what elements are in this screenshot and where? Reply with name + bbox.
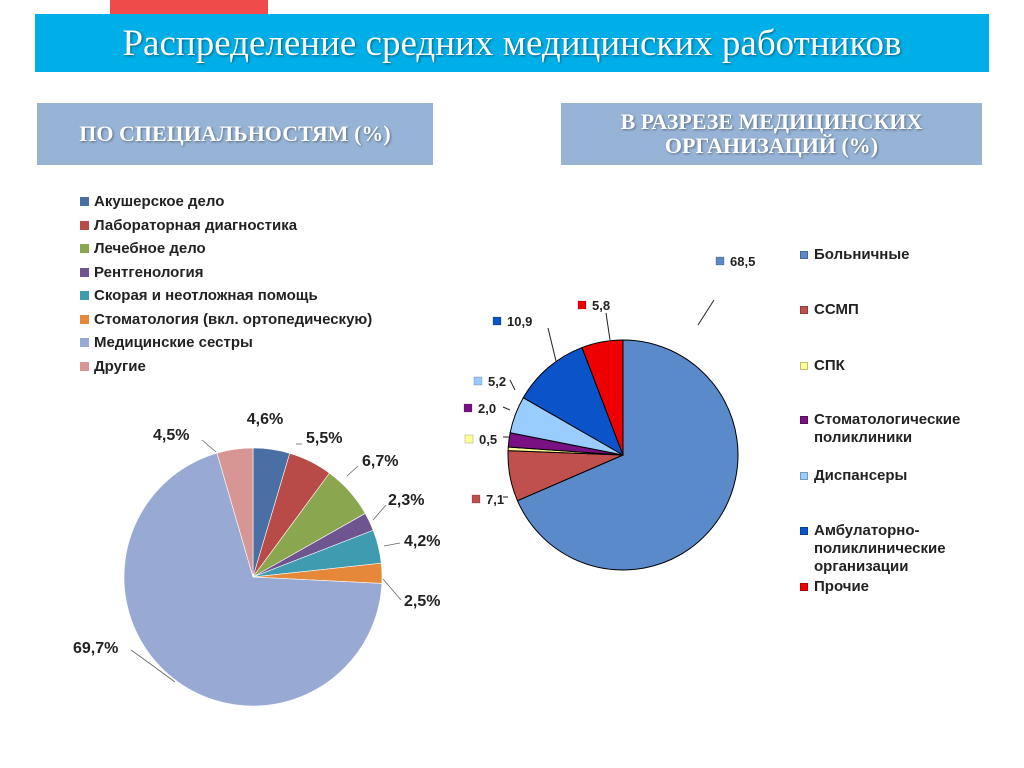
legend-swatch xyxy=(800,306,808,314)
legend-label: Лабораторная диагностика xyxy=(94,216,298,234)
data-label-swatch xyxy=(473,376,483,386)
legend-item: СПК xyxy=(800,357,1000,375)
legend-swatch xyxy=(800,472,808,480)
leader-line xyxy=(346,465,359,477)
leader-line xyxy=(697,299,715,326)
data-label: 5,2 xyxy=(488,374,506,389)
legend-swatch xyxy=(800,251,808,259)
legend-label: Амбулаторно-поликлинические организации xyxy=(814,522,946,575)
data-label: 5,8 xyxy=(592,298,610,313)
data-label-swatch xyxy=(715,256,725,266)
legend-label: Стоматологические поликлиники xyxy=(814,411,961,446)
data-label: 2,3% xyxy=(388,492,424,509)
legend-item: Акушерское дело xyxy=(80,190,372,214)
legend-label: Диспансеры xyxy=(814,467,908,484)
legend-specialties: Акушерское дело Лабораторная диагностика… xyxy=(80,190,372,378)
data-label: 69,7% xyxy=(73,640,118,657)
legend-swatch xyxy=(80,314,89,324)
legend-swatch xyxy=(80,291,89,301)
leader-line xyxy=(383,542,401,547)
leader-line xyxy=(509,379,516,391)
legend-label: Другие xyxy=(94,357,146,375)
leader-line xyxy=(201,439,217,453)
data-label: 68,5 xyxy=(730,254,755,269)
data-label-swatch xyxy=(471,494,481,504)
data-label: 10,9 xyxy=(507,314,532,329)
legend-label: Больничные xyxy=(814,246,910,263)
legend-item: Амбулаторно-поликлинические организации xyxy=(800,522,1000,576)
legend-item: Лабораторная диагностика xyxy=(80,214,372,238)
legend-swatch xyxy=(80,338,89,348)
legend-label: Прочие xyxy=(814,578,870,595)
legend-label: Акушерское дело xyxy=(94,193,225,211)
legend-label: Стоматология (вкл. ортопедическую) xyxy=(94,310,373,328)
legend-item: Другие xyxy=(80,355,372,379)
leader-line xyxy=(502,406,511,411)
legend-swatch xyxy=(80,220,89,230)
subtitle-specialties-text: ПО СПЕЦИАЛЬНОСТЯМ (%) xyxy=(79,121,391,146)
legend-item: Стоматология (вкл. ортопедическую) xyxy=(80,308,372,332)
legend-label: Лечебное дело xyxy=(94,240,206,258)
data-label-swatch xyxy=(492,316,502,326)
legend-item: Рентгенология xyxy=(80,261,372,285)
data-label: 0,5 xyxy=(479,432,497,447)
pie-slice xyxy=(123,452,383,707)
title-banner: Распределение средних медицинских работн… xyxy=(35,14,989,72)
subtitle-organizations: В РАЗРЕЗЕ МЕДИЦИНСКИХ ОРГАНИЗАЦИЙ (%) xyxy=(561,103,982,165)
legend-item: Медицинские сестры xyxy=(80,331,372,355)
legend-label: Скорая и неотложная помощь xyxy=(94,287,318,305)
legend-label: Рентгенология xyxy=(94,263,204,281)
legend-swatch xyxy=(80,361,89,371)
data-label: 7,1 xyxy=(486,492,504,507)
pie-slice xyxy=(522,346,624,457)
legend-swatch xyxy=(80,197,89,207)
pie-slice xyxy=(581,339,624,456)
data-label-swatch xyxy=(463,403,473,413)
legend-item: Стоматологические поликлиники xyxy=(800,411,1000,447)
legend-swatch xyxy=(800,362,808,370)
legend-label: СПК xyxy=(814,357,845,374)
accent-bar xyxy=(110,0,268,16)
legend-swatch xyxy=(800,416,808,424)
data-label: 6,7% xyxy=(362,453,398,470)
data-label-swatch xyxy=(577,300,587,310)
legend-item: Лечебное дело xyxy=(80,237,372,261)
subtitle-organizations-line1: В РАЗРЕЗЕ МЕДИЦИНСКИХ xyxy=(620,109,923,134)
legend-label: Медицинские сестры xyxy=(94,334,253,352)
legend-item: Скорая и неотложная помощь xyxy=(80,284,372,308)
page-title: Распределение средних медицинских работн… xyxy=(122,22,902,64)
data-label: 4,2% xyxy=(404,533,440,550)
legend-swatch xyxy=(800,583,808,591)
leader-line xyxy=(547,327,557,362)
legend-item: Диспансеры xyxy=(800,467,1000,485)
leader-line xyxy=(382,578,402,601)
pie-slice xyxy=(216,447,254,578)
legend-item: Больничные xyxy=(800,246,1000,264)
data-label: 2,0 xyxy=(478,401,496,416)
pie-slice xyxy=(516,339,739,571)
subtitle-organizations-line2: ОРГАНИЗАЦИЙ (%) xyxy=(664,133,879,158)
legend-swatch xyxy=(80,267,89,277)
data-label: 2,5% xyxy=(404,593,440,610)
legend-label: ССМП xyxy=(814,301,859,318)
data-label: 4,6% xyxy=(247,411,283,428)
data-label-swatch xyxy=(464,434,474,444)
subtitle-specialties: ПО СПЕЦИАЛЬНОСТЯМ (%) xyxy=(37,103,433,165)
data-label: 5,5% xyxy=(306,430,342,447)
leader-line xyxy=(605,312,611,341)
leader-line xyxy=(130,649,176,683)
legend-item: Прочие xyxy=(800,578,1000,596)
legend-swatch xyxy=(800,527,808,535)
data-label: 4,5% xyxy=(153,427,189,444)
legend-swatch xyxy=(80,244,89,254)
leader-line xyxy=(372,504,387,521)
legend-item: ССМП xyxy=(800,301,1000,319)
